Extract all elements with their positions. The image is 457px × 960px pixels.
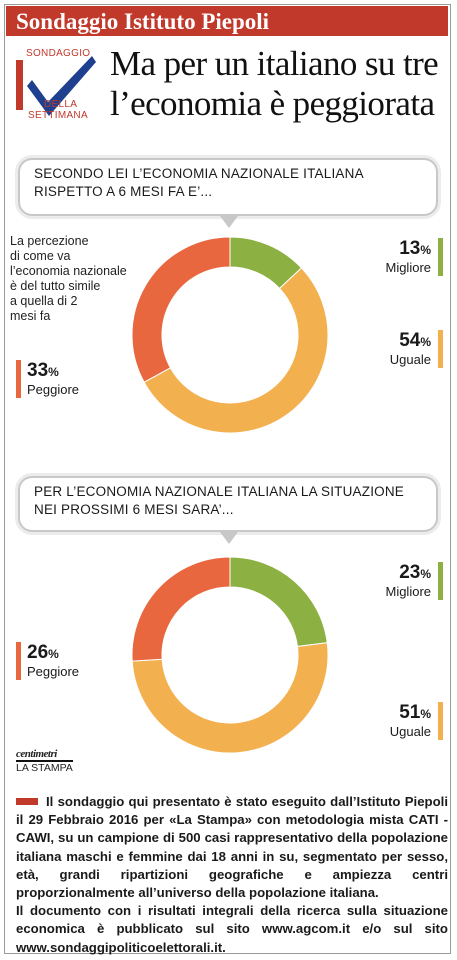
question-box-1: SECONDO LEI L’ECONOMIA NAZIONALE ITALIAN…	[18, 158, 438, 228]
legend-bar-red	[16, 642, 21, 680]
chart-2-label-peggiore: 26% Peggiore	[27, 642, 79, 679]
slice-unit: %	[420, 335, 431, 349]
sondaggio-logo: SONDAGGIO DELLA SETTIMANA	[14, 44, 104, 126]
slice-value: 33	[27, 360, 49, 381]
chart-2-label-migliore: 23% Migliore	[385, 562, 431, 599]
donut-slice-uguale	[143, 267, 329, 434]
question-1-line1: SECONDO LEI L’ECONOMIA NAZIONALE ITALIAN…	[34, 166, 364, 181]
slice-value: 26	[27, 642, 49, 663]
question-2-pointer	[220, 532, 238, 544]
chart-1-label-peggiore: 33% Peggiore	[27, 360, 79, 397]
annotation-line: mesi fa	[10, 309, 51, 323]
annotation-line: è del tutto simile	[10, 279, 101, 293]
slice-value: 54	[399, 330, 421, 351]
slice-unit: %	[420, 567, 431, 581]
question-2-line2: NEI PROSSIMI 6 MESI SARA’...	[34, 502, 234, 517]
source-title: Sondaggio Istituto Piepoli	[16, 9, 270, 34]
chart-1-label-uguale: 54% Uguale	[390, 330, 431, 367]
slice-unit: %	[48, 365, 59, 379]
logo-line1: SONDAGGIO	[26, 48, 91, 59]
chart-2-label-uguale: 51% Uguale	[390, 702, 431, 739]
checkmark-icon	[16, 56, 96, 116]
question-2: PER L’ECONOMIA NAZIONALE ITALIANA LA SIT…	[34, 483, 404, 519]
question-box-2: PER L’ECONOMIA NAZIONALE ITALIANA LA SIT…	[18, 476, 438, 544]
question-2-line1: PER L’ECONOMIA NAZIONALE ITALIANA LA SIT…	[34, 484, 404, 499]
legend-bar-green	[438, 238, 443, 276]
legend-bar-green	[438, 562, 443, 600]
page-frame	[4, 4, 451, 954]
annotation-line: l’economia nazionale	[10, 264, 127, 278]
slice-unit: %	[48, 647, 59, 661]
slice-category: Uguale	[389, 352, 431, 367]
slice-unit: %	[420, 243, 431, 257]
headline-line2: l’economia è peggiorata	[110, 84, 435, 123]
donut-slice-peggiore	[131, 556, 231, 662]
legend-bar-orange	[438, 330, 443, 368]
chart-1-annotation: La percezione di come va l’economia nazi…	[10, 234, 150, 324]
annotation-line: di come va	[10, 249, 71, 263]
question-1-line2: RISPETTO A 6 MESI FA E’...	[34, 184, 213, 199]
methodology-paragraph-2: Il documento con i risultati integrali d…	[16, 903, 448, 955]
annotation-line: a quella di 2	[10, 294, 78, 308]
donut-slice-uguale	[131, 642, 329, 754]
logo-line2: DELLA	[44, 99, 78, 110]
slice-value: 51	[399, 702, 421, 723]
donut-slice-migliore	[229, 556, 328, 648]
slice-category: Uguale	[389, 724, 431, 739]
brand: centimetri LA STAMPA	[16, 748, 73, 774]
footnote-marker	[16, 798, 38, 805]
source-banner: Sondaggio Istituto Piepoli	[6, 6, 448, 36]
slice-category: Migliore	[385, 260, 431, 275]
newspaper-name: LA STAMPA	[16, 762, 73, 774]
headline-line1: Ma per un italiano su tre	[110, 44, 439, 83]
headline: Ma per un italiano su tre l’economia è p…	[110, 44, 450, 124]
slice-category: Migliore	[385, 584, 431, 599]
methodology-note: Il sondaggio qui presentato è stato eseg…	[16, 793, 448, 957]
legend-bar-red	[16, 360, 21, 398]
slice-category: Peggiore	[27, 382, 80, 397]
slice-value: 13	[399, 238, 421, 259]
chart-1-label-migliore: 13% Migliore	[385, 238, 431, 275]
centimetri-logo: centimetri	[16, 748, 73, 762]
annotation-line: La percezione	[10, 234, 89, 248]
question-1: SECONDO LEI L’ECONOMIA NAZIONALE ITALIAN…	[34, 165, 364, 201]
question-1-pointer	[220, 216, 238, 228]
methodology-paragraph-1: Il sondaggio qui presentato è stato eseg…	[16, 794, 448, 901]
logo-line3: SETTIMANA	[28, 110, 88, 121]
legend-bar-orange	[438, 702, 443, 740]
slice-value: 23	[399, 562, 421, 583]
slice-unit: %	[420, 707, 431, 721]
slice-category: Peggiore	[27, 664, 80, 679]
donut-slice-peggiore	[131, 236, 231, 383]
